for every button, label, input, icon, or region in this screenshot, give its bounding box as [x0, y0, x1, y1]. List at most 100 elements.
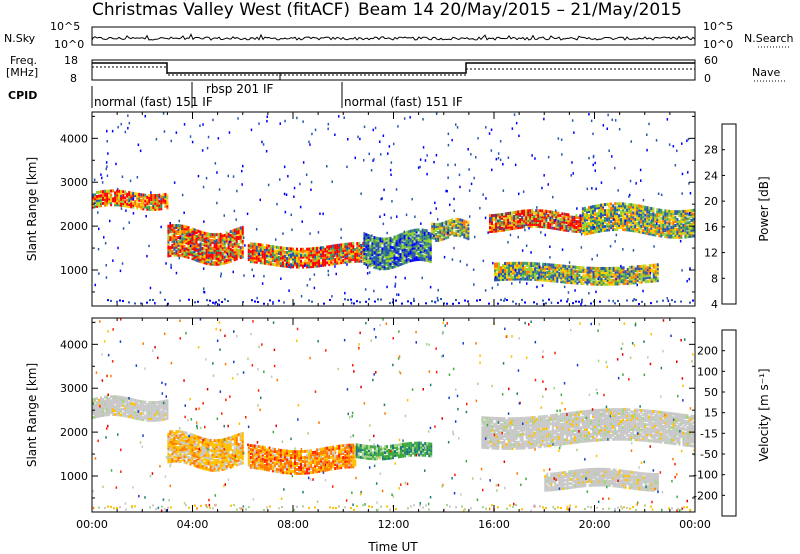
power-cell — [179, 230, 182, 234]
power-cell — [534, 276, 537, 280]
power-cell — [330, 252, 333, 256]
velocity-cell — [130, 413, 133, 417]
power-cell — [528, 269, 531, 273]
power-cell — [373, 263, 376, 267]
power-cell — [191, 255, 194, 259]
power-cell — [354, 248, 357, 251]
power-cell — [656, 273, 659, 277]
power-cell — [676, 227, 679, 231]
power-cell — [616, 272, 619, 276]
power-noise-cell — [261, 282, 264, 285]
power-cell — [519, 212, 522, 216]
velocity-cell — [154, 412, 157, 416]
power-cell — [324, 253, 327, 257]
power-cell — [164, 198, 167, 202]
power-cell — [233, 236, 236, 240]
power-noise-cell — [179, 237, 181, 240]
power-cell — [231, 255, 234, 258]
power-cell — [614, 214, 617, 218]
power-cell — [682, 227, 685, 231]
power-cell — [235, 231, 238, 235]
power-cell — [296, 251, 298, 255]
power-cell — [358, 249, 361, 253]
power-cell — [568, 279, 571, 282]
power-noise-cell — [320, 264, 322, 267]
power-cell — [142, 201, 145, 205]
power-cell — [288, 255, 290, 259]
power-cell — [608, 272, 611, 276]
velocity-cell — [94, 413, 96, 417]
power-cell — [171, 239, 174, 243]
power-cell — [590, 268, 593, 272]
power-noise-cell — [381, 251, 383, 254]
power-cell — [638, 265, 641, 268]
power-cell — [624, 270, 627, 274]
power-cell — [652, 269, 655, 273]
power-near-range-cell — [149, 299, 151, 302]
power-cell — [602, 280, 605, 284]
power-cell — [516, 263, 519, 267]
power-cell — [189, 248, 192, 252]
power-cell — [514, 271, 517, 275]
power-cell — [407, 242, 410, 246]
power-cell — [427, 237, 430, 241]
power-cell — [634, 213, 637, 217]
power-cell — [387, 239, 390, 243]
power-cell — [253, 244, 256, 248]
power-cell — [600, 205, 602, 209]
power-cell — [522, 269, 525, 273]
velocity-cell — [169, 456, 172, 460]
power-cell — [433, 224, 436, 228]
power-cell — [423, 230, 426, 234]
power-cell — [132, 201, 135, 205]
power-cell — [670, 225, 673, 229]
power-cell — [247, 248, 250, 252]
velocity-cell — [154, 410, 157, 414]
power-cell — [181, 252, 184, 256]
power-cell — [197, 259, 200, 263]
power-cell — [116, 193, 119, 197]
power-noise-cell — [208, 251, 210, 255]
power-cell — [584, 278, 587, 282]
power-cell — [403, 245, 406, 249]
power-cell — [391, 265, 394, 269]
power-cell — [251, 256, 254, 260]
power-cell — [541, 225, 544, 229]
power-cell — [316, 246, 319, 250]
power-cell — [195, 244, 198, 248]
power-noise-cell — [404, 276, 406, 280]
power-cell — [122, 202, 125, 205]
power-noise-cell — [346, 165, 348, 169]
power-cell — [225, 241, 228, 245]
power-noise-cell — [639, 168, 642, 172]
velocity-cell — [106, 397, 109, 401]
power-cell — [598, 212, 600, 215]
power-cell — [582, 268, 585, 272]
power-cell — [622, 202, 625, 206]
power-cell — [509, 217, 512, 221]
power-noise-cell — [590, 119, 593, 123]
power-cell — [517, 210, 520, 214]
velocity-cell — [106, 407, 109, 411]
power-noise-cell — [105, 167, 107, 171]
power-cell — [211, 248, 214, 252]
power-cell — [150, 196, 153, 199]
velocity-cell — [167, 460, 170, 464]
power-cell — [362, 243, 365, 247]
velocity-cell — [156, 410, 159, 414]
velocity-cell — [197, 455, 200, 459]
power-noise-cell — [541, 186, 543, 190]
power-cell — [564, 278, 567, 282]
power-cell — [606, 282, 609, 286]
power-noise-cell — [488, 132, 491, 135]
velocity-cell — [130, 411, 133, 415]
power-cell — [548, 263, 551, 267]
power-cell — [185, 225, 188, 229]
power-noise-cell — [293, 195, 295, 198]
nave-trace — [92, 66, 695, 76]
power-cell — [407, 230, 410, 234]
power-noise-cell — [482, 193, 484, 196]
power-cell — [308, 249, 311, 253]
power-cell — [640, 208, 643, 212]
power-noise-cell — [366, 272, 369, 275]
